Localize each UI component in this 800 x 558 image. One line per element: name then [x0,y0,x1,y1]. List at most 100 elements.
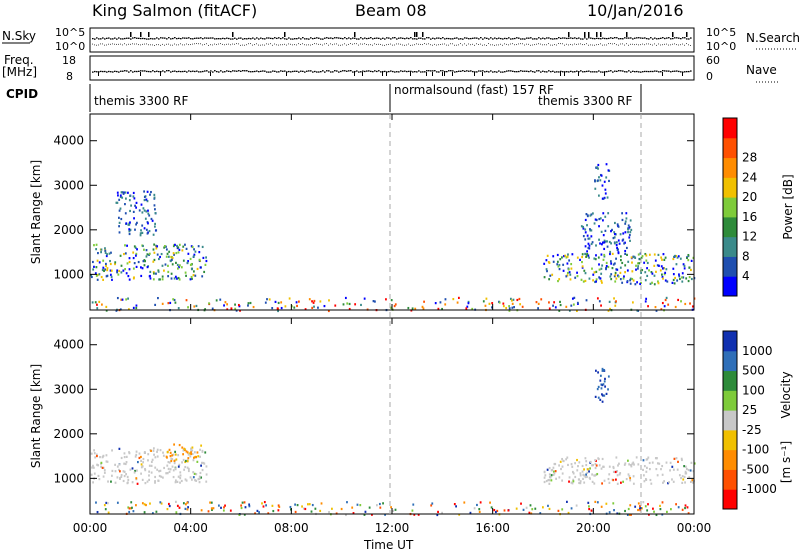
nsky-point [450,38,452,40]
velocity-data-point [581,464,584,468]
velocity-data-point [579,472,582,475]
power-data-point [190,245,193,248]
nsearch-point [184,44,185,46]
nsky-point [468,38,470,40]
power-data-point [133,262,136,265]
velocity-data-point [548,479,551,482]
nsearch-point [570,43,571,45]
nsky-label: N.Sky [2,29,36,43]
power-data-point [155,247,158,250]
power-data-point [546,254,549,257]
nsky-point [670,38,672,40]
power-data-point [682,263,685,266]
velocity-data-point [345,513,347,517]
nsearch-point [384,44,385,46]
power-data-point [280,301,283,304]
power-data-point [153,243,156,246]
freq-point [604,71,606,73]
velocity-data-point [193,456,195,459]
power-data-point [664,256,667,259]
freq-point [104,70,106,73]
freq-point [690,70,692,72]
colorbar-swatch [723,276,737,297]
nsearch-point [582,44,583,46]
power-data-point [117,216,120,219]
freq-point [590,71,592,73]
velocity-data-point [684,465,687,468]
velocity-data-point [340,507,343,511]
nsky-point [644,37,646,39]
velocity-data-point [138,452,141,455]
nsearch-point [350,43,351,45]
velocity-data-point [169,468,172,471]
nsearch-point [628,44,629,46]
power-data-point [140,274,143,278]
velocity-data-point [200,476,203,479]
power-data-point [140,266,142,269]
velocity-data-point [677,506,680,509]
nsky-point [472,37,474,39]
power-data-point [548,307,551,310]
power-data-point [615,243,618,247]
y-tick-label: 3000 [53,382,84,396]
nsearch-point [204,43,205,45]
velocity-data-point [176,480,179,483]
nsky-point [194,37,196,40]
velocity-data-point [141,502,144,505]
power-data-point [590,229,593,232]
power-data-point [192,270,195,273]
nsky-point [540,38,542,40]
power-data-point [587,237,590,240]
freq-point [168,70,170,72]
freq-point [560,70,562,73]
power-data-point [111,278,113,281]
velocity-data-point [589,477,591,480]
velocity-data-point [120,475,123,478]
nsky-point [104,38,106,40]
nsearch-point [286,44,287,46]
power-data-point [434,302,437,305]
nsky-point [646,37,648,40]
power-data-point [637,262,639,265]
nsky-point [496,38,498,40]
power-data-point [601,264,604,267]
velocity-data-point [557,509,560,512]
nsearch-point [282,44,283,46]
power-data-point [595,218,598,222]
freq-point [418,70,420,72]
nsky-point [462,38,464,40]
velocity-data-point [346,501,348,504]
power-data-point [649,282,652,285]
power-data-point [219,298,222,301]
freq-point [122,70,124,72]
nsky-point [688,38,690,40]
freq-point [492,71,494,73]
power-data-point [208,302,210,305]
nsearch-point [168,43,169,45]
freq-point [272,70,274,72]
power-data-point [543,276,546,279]
nsearch-point [158,44,159,46]
power-data-point [673,282,676,285]
velocity-data-point [111,469,114,473]
velocity-data-point [166,456,168,459]
nsearch-point [324,43,325,45]
velocity-data-point [548,473,551,476]
freq-point [128,71,130,73]
velocity-data-point [681,475,684,478]
power-data-point [509,297,512,300]
power-data-point [153,272,155,275]
power-data-point [598,176,600,179]
power-data-point [124,244,126,247]
power-data-point [612,236,615,240]
power-data-point [662,253,665,256]
velocity-data-point [562,459,565,463]
velocity-data-point [594,459,597,462]
nsearch-point [668,44,669,46]
velocity-data-point [174,481,177,484]
velocity-data-point [141,478,144,481]
velocity-data-point [479,501,482,504]
velocity-data-point [189,476,192,479]
freq-point [340,70,342,73]
power-data-point [679,257,682,260]
